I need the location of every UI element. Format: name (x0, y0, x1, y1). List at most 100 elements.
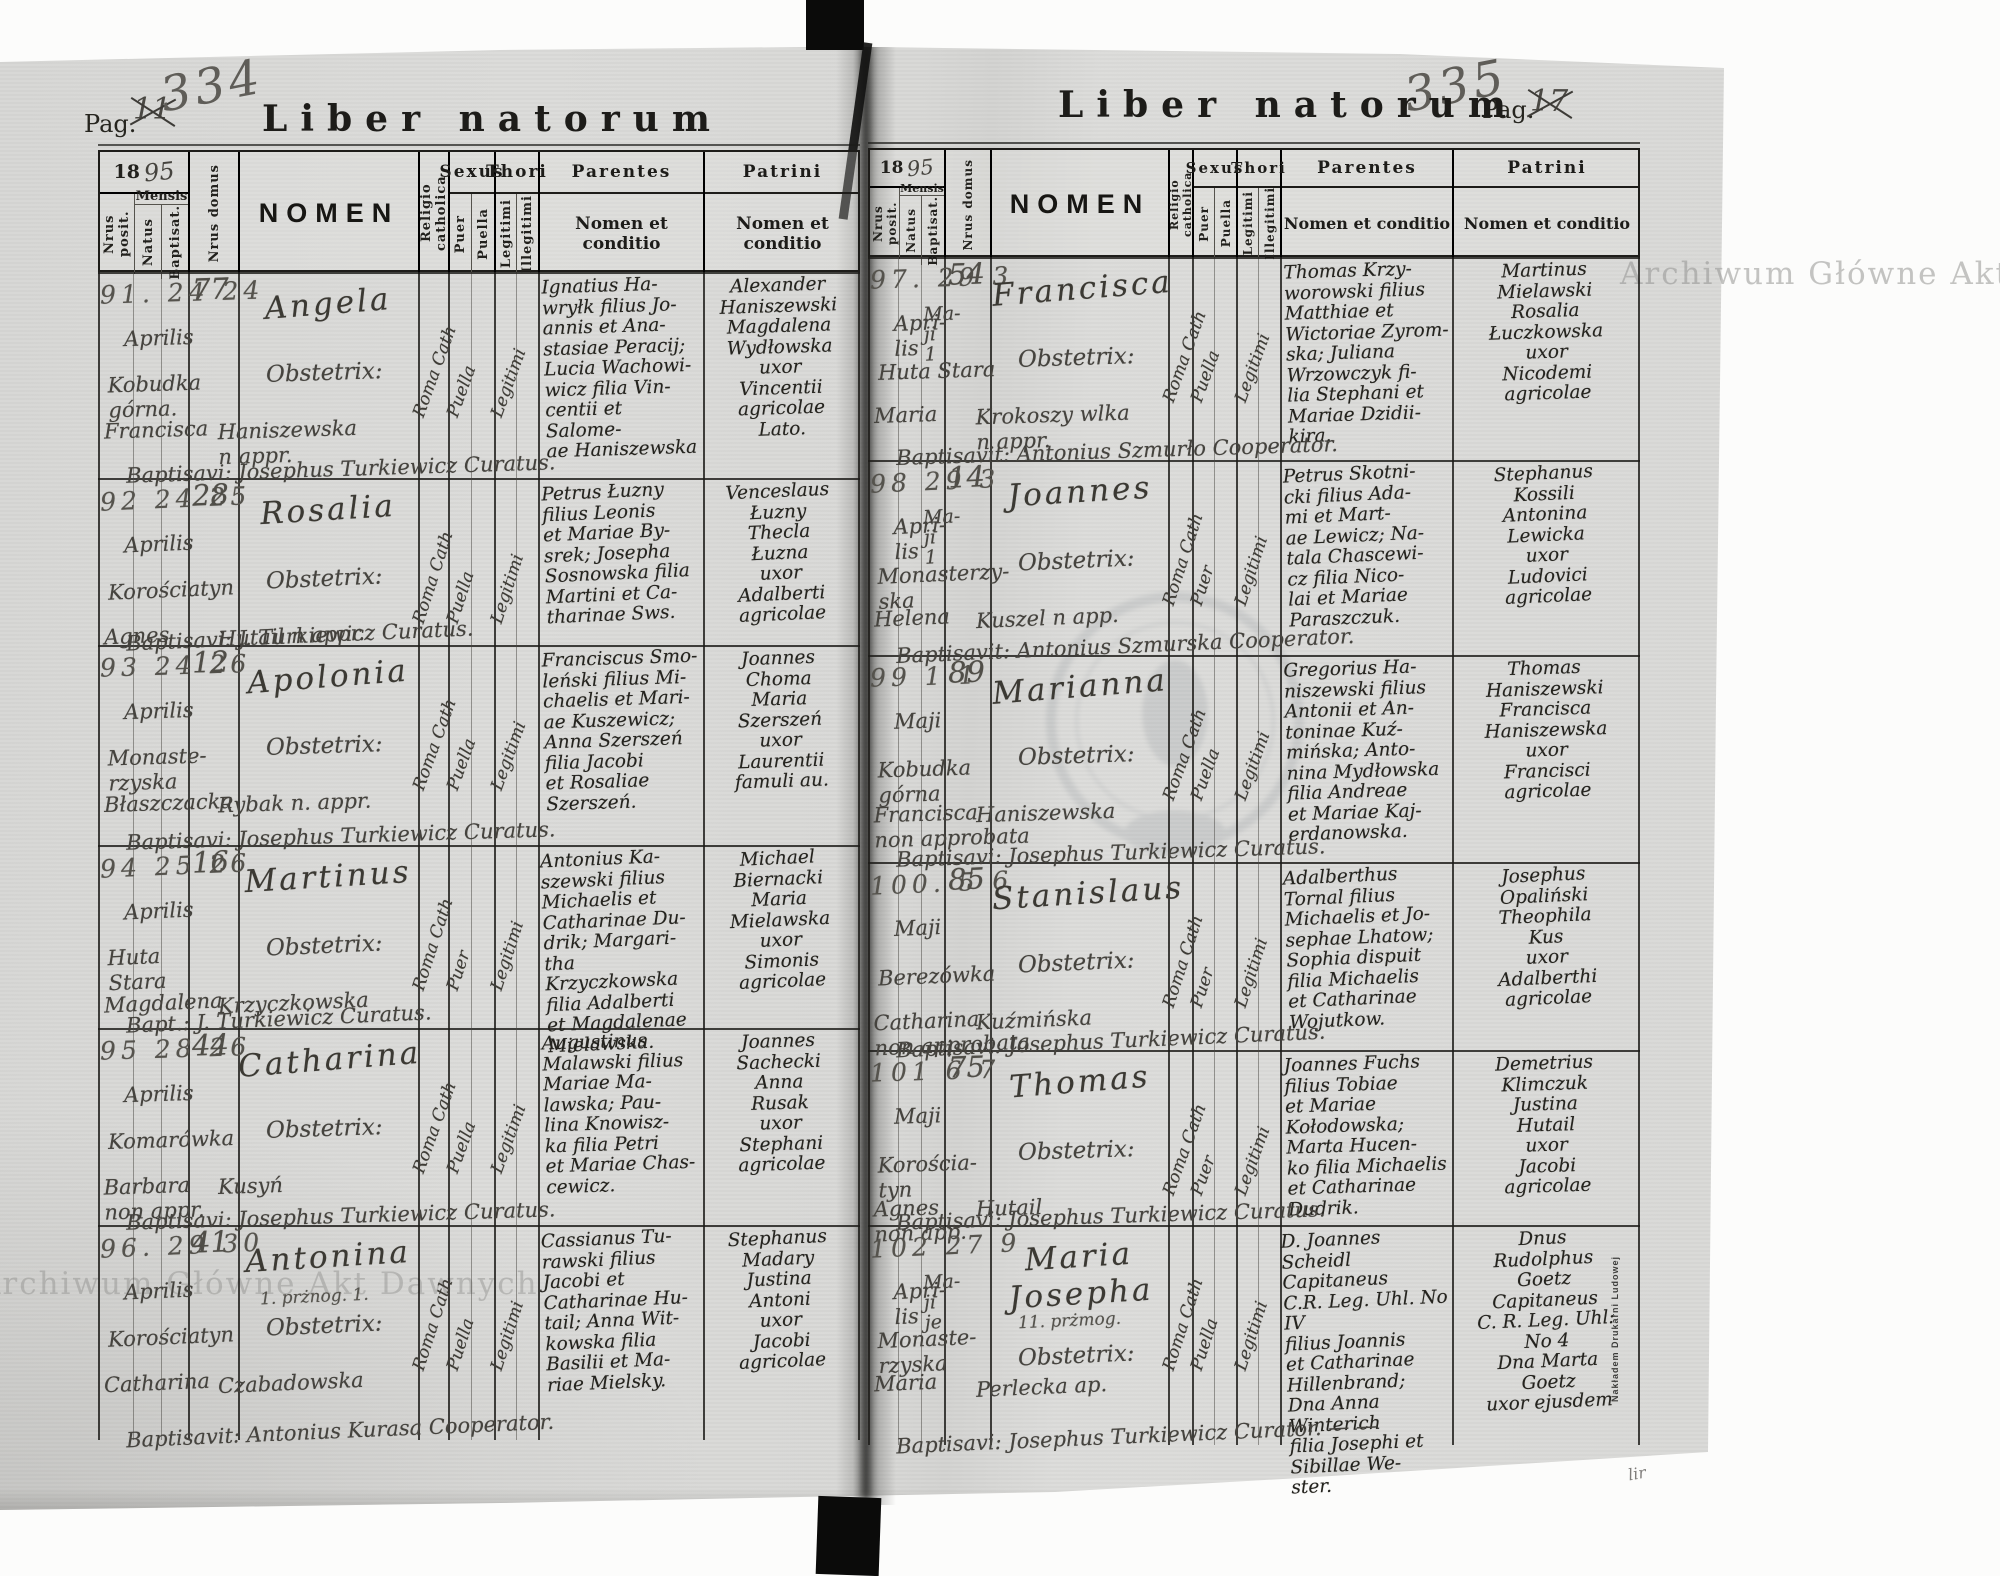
entry-attendant: Maria (873, 402, 938, 428)
col-sexus: Sexus Puer Puella (1186, 150, 1242, 259)
col-illegitimi: Illegitimi (520, 195, 535, 273)
crossed-page-number: 17 (1526, 84, 1574, 120)
entry-month: Aprilis (123, 1080, 194, 1108)
entry-month: Aprilis (123, 530, 195, 558)
entry-attendant: Francisca (103, 416, 209, 444)
entry-parentes: Gregorius Ha- niszewski filius Antonii e… (1283, 656, 1440, 846)
year-handwritten: 95 (906, 154, 936, 182)
year-printed: 18 (879, 158, 904, 178)
entry-place: Komarówka (107, 1126, 235, 1154)
register-entry: 100. 5 6 85 Maji Berezówka Catharina non… (868, 861, 1640, 1062)
entry-place: Monaste- rzyska (107, 743, 207, 796)
page-title: Liber natorum (262, 98, 723, 140)
entry-sexus: Puer (442, 948, 475, 994)
col-legitimi: Legitimi (496, 194, 518, 274)
entry-patrini: Alexander Haniszewski Magdalena Wydłowsk… (719, 273, 838, 441)
entry-midwife: Perlecka ap. (975, 1372, 1108, 1402)
entry-month: Aprilis (123, 1277, 195, 1305)
entry-thori: Legitimi (1230, 1298, 1273, 1374)
page-label: Pag. (1482, 96, 1535, 124)
col-mensis: Mensis Natus Baptisat. (900, 182, 946, 266)
entry-attendant: Maria (873, 1369, 938, 1397)
entry-parentes: Petrus Skotni- cki filius Ada- mi et Mar… (1282, 460, 1425, 632)
entry-patrini: Stephanus Kossili Antonina Lewicka uxor … (1493, 460, 1594, 609)
page-title: Liber natorum (1058, 84, 1519, 126)
entry-sexus: Puella (443, 362, 481, 421)
register-entry: 96. 29 30 41 Aprilis Korościatyn Cathari… (98, 1224, 860, 1452)
entry-place: Huta Stara (877, 357, 996, 385)
entry-thori: Legitimi (486, 1298, 529, 1374)
entry-parentes: Joannes Fuchs filius Tobiae et Mariae Ko… (1283, 1051, 1447, 1221)
register-entry: 94 25 26 16 Aprilis Huta Stara Magdalena… (98, 844, 860, 1057)
pencil-corner-mark: lir (1626, 1462, 1648, 1485)
bookmark-ribbon-bottom (815, 1495, 882, 1576)
register-entry: 97. 29 3 54 Apri- lis Ma- ji 1 Huta Star… (868, 256, 1640, 470)
register-entry: 98 29 3 14 Apri- lis Ma- ji 1 Monasterzy… (868, 459, 1640, 668)
entry-attendant: Błaszczacka (103, 788, 234, 818)
entry-obstetrix-label: Obstetrix: (265, 563, 384, 595)
entry-month: Maji (893, 914, 942, 942)
entry-obstetrix-label: Obstetrix: (1017, 741, 1135, 771)
col-parentes: Parentes Nomen et conditio (1282, 150, 1454, 259)
col-parentes: Parentes Nomen et conditio (540, 152, 705, 274)
entry-thori: Legitimi (1231, 729, 1275, 804)
entry-obstetrix-label: Obstetrix: (265, 358, 383, 388)
entry-sexus: Puer (1186, 965, 1219, 1011)
entry-patrini: Stephanus Madary Justina Antoni uxor Jac… (727, 1225, 828, 1374)
entry-obstetrix-label: Obstetrix: (1017, 545, 1136, 577)
col-nrus-domus: Nrus domus (946, 150, 992, 259)
entry-midwife: Rybak n. appr. (217, 788, 372, 818)
entry-sexus: Puer (1186, 563, 1219, 609)
col-nomen: NOMEN (240, 152, 420, 274)
col-natus: Natus (135, 204, 162, 280)
entry-sexus: Puella (442, 1316, 479, 1374)
entry-midwife: Kusyń (217, 1172, 284, 1200)
entry-patrini: Joannes Choma Maria Szerszeń uxor Lauren… (734, 646, 830, 794)
entry-parentes: Thomas Krzy- worowski filius Matthiae et… (1283, 258, 1449, 448)
col-baptisat: Baptisat. (167, 204, 183, 280)
year-cell: 18 95 (100, 152, 190, 194)
entry-patrini: Martinus Mielawski Rosalia Łuczkowska ux… (1488, 258, 1604, 406)
year-handwritten: 95 (142, 156, 176, 188)
col-patrini: Patrini Nomen et conditio (705, 152, 860, 274)
entry-thori: Legitimi (487, 1102, 531, 1177)
entry-patrini: Josephus Opaliński Theophila Kus uxor Ad… (1497, 863, 1598, 1011)
entry-month-2: Ma- ji 1 (922, 505, 961, 569)
year-printed: 18 (113, 161, 140, 183)
entry-house-number: 77 (191, 271, 230, 307)
col-mensis: Mensis Natus Baptisat. (135, 189, 190, 280)
entry-parentes: Augustinus Malawski filius Mariae Ma- la… (541, 1030, 696, 1198)
entry-place: Korościatyn (107, 1322, 235, 1352)
entry-patrini: Dnus Rudolphus Goetz Capitaneus C. R. Le… (1476, 1227, 1616, 1416)
col-patrini: Patrini Nomen et conditio (1454, 150, 1640, 259)
col-nrus-domus: Nrus domus (190, 152, 240, 274)
col-nrus-posit: Nrus posit. (870, 188, 900, 259)
entry-parentes: Petrus Łuzny filius Leonis et Mariae By-… (540, 479, 691, 629)
entry-patrini: Michael Biernacki Maria Mielawska uxor S… (729, 846, 831, 994)
entry-midwife: Kuszel n app. (975, 602, 1120, 634)
entry-month: Maji (893, 708, 942, 734)
col-nrus-posit: Nrus posit. (100, 194, 135, 274)
entry-patrini: Demetrius Klimczuk Justina Hutail uxor J… (1494, 1051, 1594, 1199)
entry-parentes: Ignatius Ha- wryłk filius Jo- annis et A… (541, 273, 698, 463)
table-header: 18 95 Nrus posit. Mensis Natus Baptisat.… (98, 150, 860, 280)
entry-thori: Legitimi (487, 719, 531, 794)
entry-obstetrix-label: Obstetrix: (1017, 1136, 1135, 1166)
entry-thori: Legitimi (486, 918, 529, 994)
entry-thori: Legitimi (1231, 331, 1275, 406)
col-legitimi: Legitimi (1238, 188, 1260, 259)
entry-midwife: Haniszewska (975, 798, 1116, 828)
book-gutter-core (861, 47, 871, 1497)
entry-house-number: 54 (947, 256, 986, 292)
table-outer-rule (98, 144, 860, 146)
register-entry: 91. 24 24 77 Aprilis Kobudka górna. Fran… (98, 271, 860, 488)
entry-parentes: Adalberthus Tornal filius Michaelis et J… (1282, 863, 1434, 1034)
col-religio: Religio catholica (419, 152, 450, 274)
entry-child-name-note: 11. prżmog. (1017, 1308, 1122, 1334)
crossed-page-number: 11 (129, 92, 177, 128)
register-entry: 93 24 26 12 Aprilis Monaste- rzyska Błas… (98, 644, 860, 855)
entry-month-2: Ma- ji je (922, 1270, 961, 1334)
col-thori: Thori Legitimi Illegitimi (1231, 150, 1285, 260)
old-page-number: 17 (1530, 84, 1569, 119)
